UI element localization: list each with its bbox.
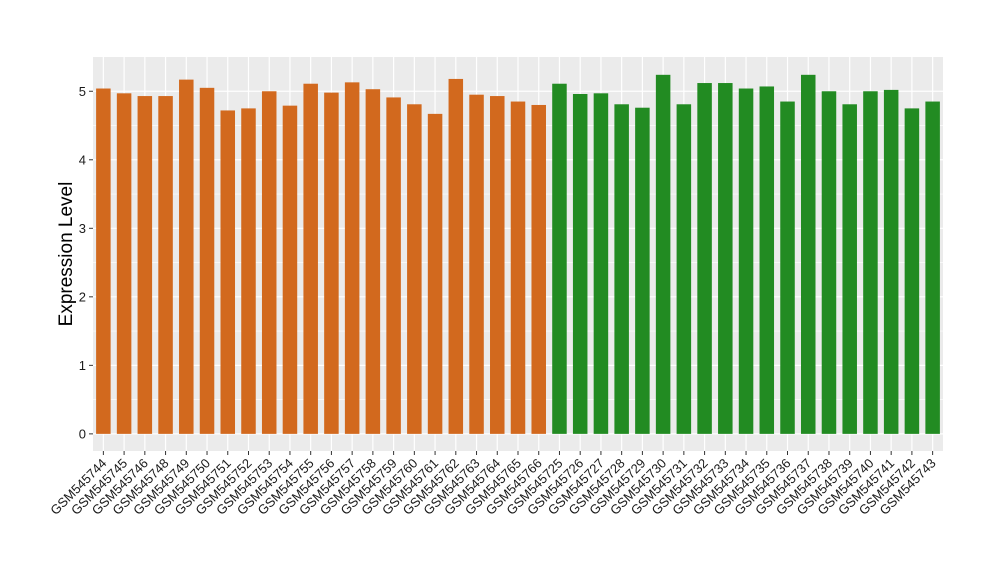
bar-GSM545728 [614,104,629,434]
bar-GSM545761 [427,113,443,434]
bar-GSM545765 [510,101,526,434]
bar-GSM545754 [282,105,298,434]
y-tick-label: 0 [79,426,86,441]
y-tick-label: 3 [79,221,86,236]
bar-GSM545735 [759,86,775,434]
bar-GSM545746 [137,96,153,434]
bar-GSM545738 [821,91,837,434]
bar-GSM545732 [697,83,712,434]
bar-GSM545752 [241,108,256,434]
bar-GSM545749 [179,79,194,434]
bar-GSM545759 [386,97,401,434]
y-axis: 0 1 2 3 4 5 [79,84,93,441]
bar-GSM545764 [490,96,505,434]
bar-GSM545731 [676,104,692,434]
bar-GSM545727 [593,93,609,434]
bar-GSM545758 [365,89,381,434]
bar-GSM545766 [531,104,546,434]
bar-GSM545757 [344,82,360,434]
x-axis: GSM545744GSM545745GSM545746GSM545748GSM5… [47,451,939,518]
y-tick-label: 2 [79,289,86,304]
bar-GSM545739 [842,104,857,434]
bar-GSM545762 [448,78,464,434]
bar-GSM545743 [925,101,940,434]
bar-GSM545725 [552,83,567,434]
bar-GSM545750 [199,87,215,434]
bar-GSM545733 [718,83,733,434]
y-tick-label: 1 [79,358,86,373]
bar-GSM545745 [116,93,132,434]
bar-GSM545756 [324,92,339,434]
bar-GSM545740 [863,91,878,434]
y-tick-label: 5 [79,84,86,99]
bar-GSM545729 [635,107,650,434]
bar-GSM545748 [158,96,173,434]
bar-GSM545763 [469,94,484,434]
bar-GSM545760 [407,104,422,434]
bar-GSM545741 [883,89,899,434]
bar-GSM545730 [655,74,671,434]
bar-GSM545742 [904,108,920,434]
y-tick-label: 4 [79,152,86,167]
bar-GSM545736 [780,101,795,434]
bar-GSM545744 [96,88,111,434]
bar-GSM545751 [220,110,236,434]
bars [96,74,940,434]
bar-GSM545755 [303,83,318,434]
y-axis-title: Expression Level [56,182,77,327]
bar-GSM545737 [800,74,816,434]
bar-GSM545753 [261,91,277,434]
bar-GSM545734 [738,88,754,434]
bar-GSM545726 [572,94,588,434]
